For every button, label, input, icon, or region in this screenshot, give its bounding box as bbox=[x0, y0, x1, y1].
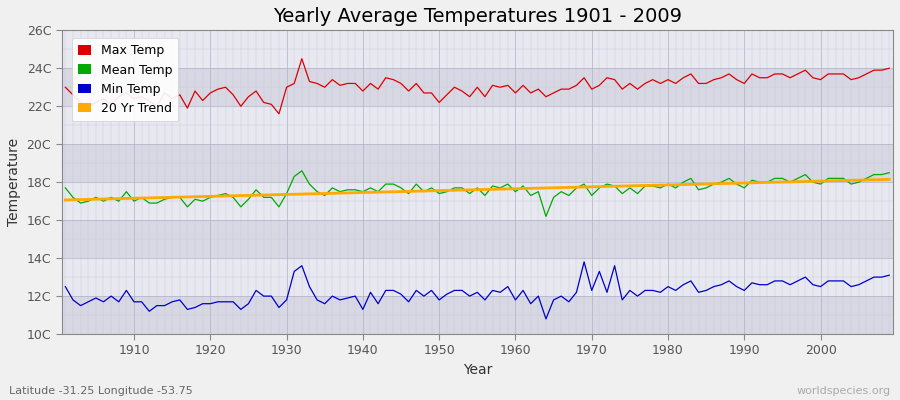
Bar bbox=[61, 296, 893, 334]
Y-axis label: Temperature: Temperature bbox=[7, 138, 21, 226]
Bar bbox=[61, 182, 893, 220]
Bar bbox=[61, 144, 893, 182]
Bar bbox=[61, 68, 893, 106]
Title: Yearly Average Temperatures 1901 - 2009: Yearly Average Temperatures 1901 - 2009 bbox=[273, 7, 682, 26]
X-axis label: Year: Year bbox=[463, 363, 492, 377]
Text: Latitude -31.25 Longitude -53.75: Latitude -31.25 Longitude -53.75 bbox=[9, 386, 193, 396]
Bar bbox=[61, 220, 893, 258]
Bar bbox=[61, 258, 893, 296]
Bar bbox=[61, 106, 893, 144]
Legend: Max Temp, Mean Temp, Min Temp, 20 Yr Trend: Max Temp, Mean Temp, Min Temp, 20 Yr Tre… bbox=[72, 38, 178, 121]
Bar bbox=[61, 30, 893, 68]
Text: worldspecies.org: worldspecies.org bbox=[796, 386, 891, 396]
